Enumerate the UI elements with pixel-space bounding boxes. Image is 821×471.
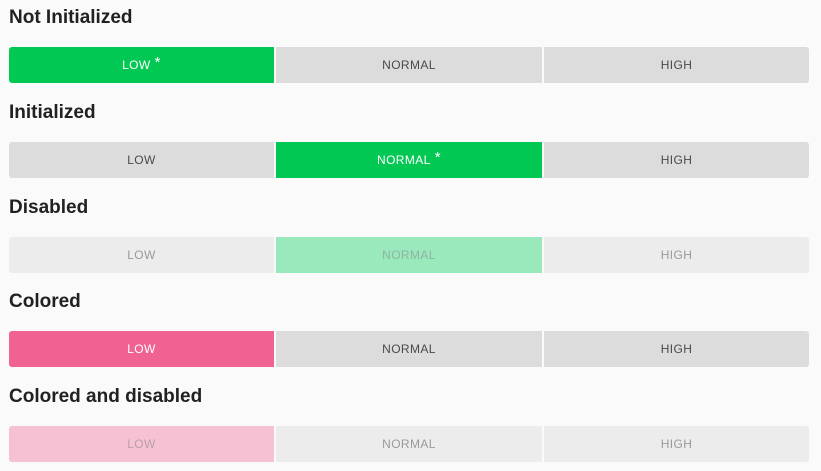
segment-label: HIGH <box>660 437 693 451</box>
section-title: Not Initialized <box>9 7 133 28</box>
segment-label: NORMAL <box>382 437 436 451</box>
segment-label: NORMAL <box>377 153 431 167</box>
segment-low: LOW <box>9 426 274 462</box>
segment-normal: NORMAL <box>276 426 542 462</box>
segment-label: NORMAL <box>382 342 436 356</box>
segment-high[interactable]: HIGH <box>544 331 809 367</box>
segment-high: HIGH <box>544 426 809 462</box>
segment-low[interactable]: LOW <box>9 142 274 178</box>
segmented-control: LOW NORMAL * HIGH <box>9 142 809 178</box>
segment-label: LOW <box>127 342 156 356</box>
segment-high: HIGH <box>544 237 809 273</box>
segment-high[interactable]: HIGH <box>544 47 809 83</box>
segment-normal: NORMAL <box>276 237 542 273</box>
segment-label: LOW <box>127 437 156 451</box>
segment-high[interactable]: HIGH <box>544 142 809 178</box>
segment-label: HIGH <box>660 153 693 167</box>
segmented-control: LOW NORMAL HIGH <box>9 237 809 273</box>
section-title: Initialized <box>9 102 96 123</box>
segment-normal[interactable]: NORMAL * <box>276 142 542 178</box>
selected-marker-icon: * <box>154 54 161 71</box>
segment-label: NORMAL <box>382 58 436 72</box>
segment-label: LOW <box>122 58 151 72</box>
segmented-control: LOW NORMAL HIGH <box>9 426 809 462</box>
segment-low[interactable]: LOW * <box>9 47 274 83</box>
segment-label: LOW <box>127 153 156 167</box>
segmented-control: LOW NORMAL HIGH <box>9 331 809 367</box>
section-title: Disabled <box>9 197 89 218</box>
segment-low: LOW <box>9 237 274 273</box>
segment-low[interactable]: LOW <box>9 331 274 367</box>
segment-label: HIGH <box>660 248 693 262</box>
segment-label: NORMAL <box>382 248 436 262</box>
segmented-control: LOW * NORMAL HIGH <box>9 47 809 83</box>
section-title: Colored and disabled <box>9 386 203 407</box>
segment-normal[interactable]: NORMAL <box>276 47 542 83</box>
segment-label: LOW <box>127 248 156 262</box>
segment-label: HIGH <box>660 342 693 356</box>
segment-label: HIGH <box>660 58 693 72</box>
segment-normal[interactable]: NORMAL <box>276 331 542 367</box>
selected-marker-icon: * <box>434 149 441 166</box>
section-title: Colored <box>9 291 81 312</box>
